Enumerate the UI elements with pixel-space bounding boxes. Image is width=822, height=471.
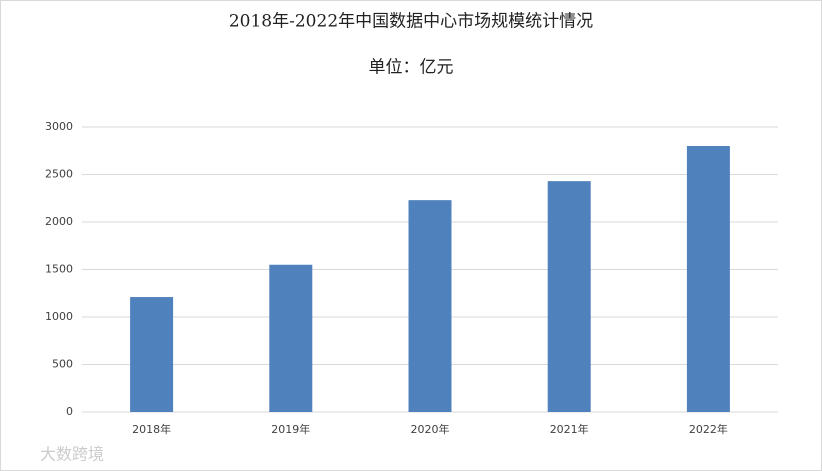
y-tick-label: 1500	[45, 263, 73, 276]
y-tick-label: 2000	[45, 215, 73, 228]
x-tick-label: 2019年	[271, 422, 310, 436]
x-tick-label: 2022年	[689, 422, 728, 436]
y-tick-label: 0	[66, 405, 73, 418]
bar	[130, 297, 174, 412]
y-tick-label: 3000	[45, 120, 73, 133]
watermark: 大数跨境	[40, 445, 104, 464]
bar	[408, 200, 452, 412]
y-tick-label: 500	[52, 358, 73, 371]
y-tick-label: 2500	[45, 168, 73, 181]
bar	[686, 146, 730, 412]
chart-title: 2018年-2022年中国数据中心市场规模统计情况	[229, 12, 593, 32]
chart-subtitle: 单位：亿元	[369, 58, 454, 78]
bar	[547, 181, 591, 412]
x-tick-label: 2021年	[550, 422, 589, 436]
bar	[269, 264, 313, 412]
x-tick-label: 2018年	[132, 422, 171, 436]
y-tick-label: 1000	[45, 310, 73, 323]
x-tick-label: 2020年	[411, 422, 450, 436]
